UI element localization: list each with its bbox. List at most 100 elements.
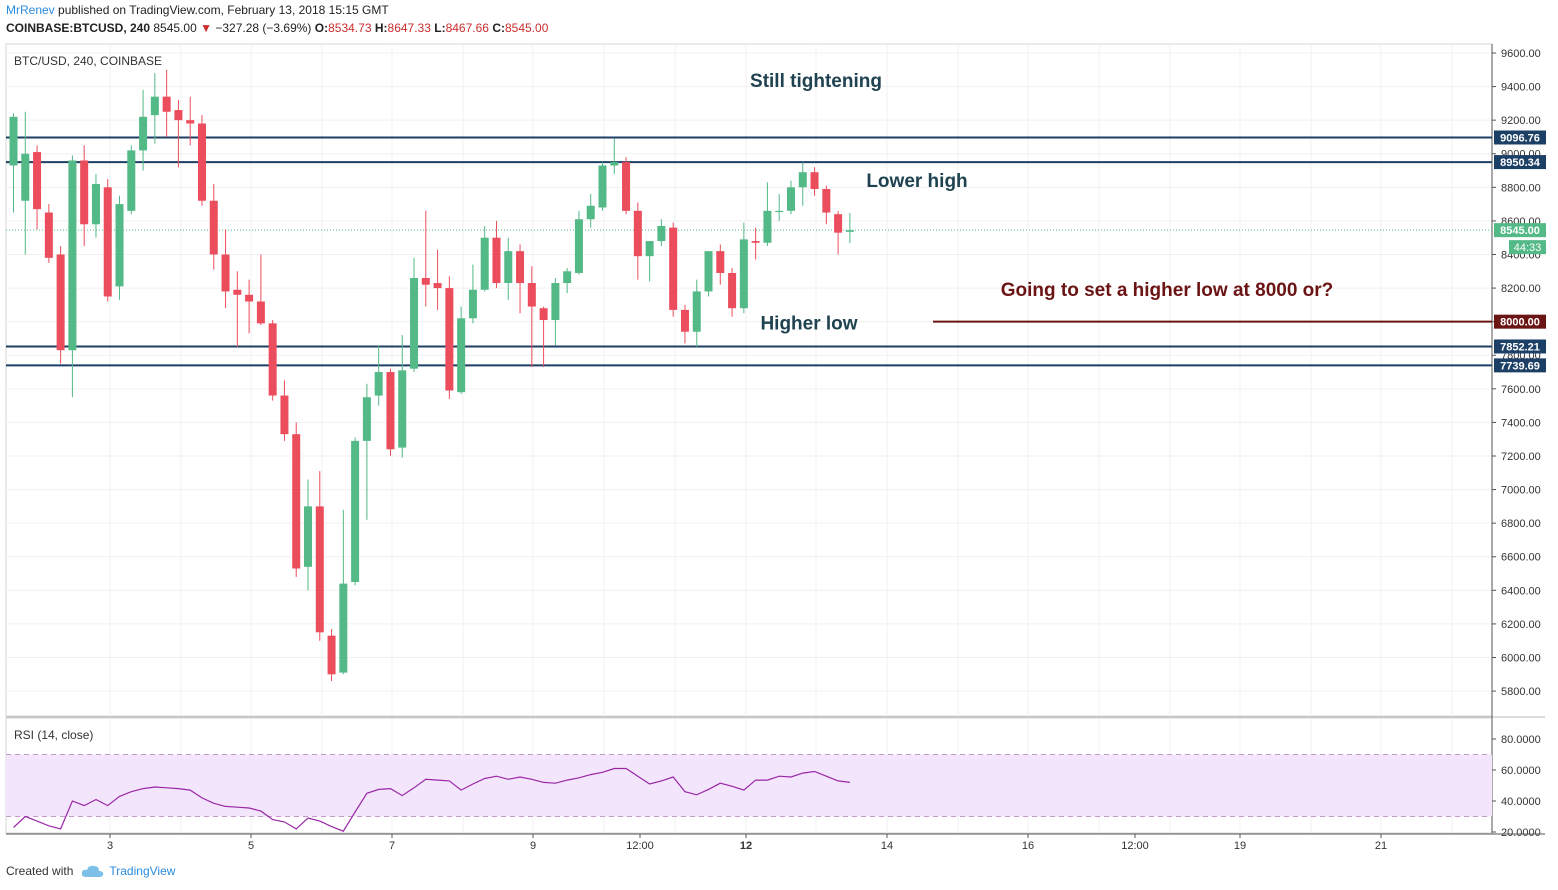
candle-body[interactable] [433, 283, 442, 289]
low-value: 8467.66 [445, 21, 489, 35]
candle-body[interactable] [657, 225, 666, 242]
candle-body[interactable] [33, 152, 42, 210]
candle-body[interactable] [268, 323, 277, 396]
tradingview-brand: TradingView [109, 864, 176, 878]
candle-body[interactable] [327, 635, 336, 675]
candle-body[interactable] [21, 153, 30, 201]
candle-body[interactable] [339, 583, 348, 673]
rsi-tick-label: 40.0000 [1501, 796, 1541, 808]
candle-body[interactable] [704, 251, 713, 292]
candle-body[interactable] [834, 214, 843, 233]
candle-body[interactable] [315, 506, 324, 633]
price-tick-label: 5800.00 [1501, 686, 1541, 698]
price-label-text: 8950.34 [1500, 157, 1541, 169]
footer: Created with TradingView [6, 864, 175, 878]
candle-body[interactable] [186, 120, 195, 124]
candle-body[interactable] [221, 254, 230, 292]
candle-body[interactable] [492, 237, 501, 284]
candle-body[interactable] [633, 210, 642, 257]
price-tick-label: 9600.00 [1501, 48, 1541, 60]
candle-body[interactable] [127, 150, 136, 211]
candle-body[interactable] [680, 309, 689, 332]
candle-body[interactable] [457, 318, 466, 393]
candle-body[interactable] [551, 283, 560, 320]
candle-body[interactable] [150, 96, 159, 116]
chart-annotation: Going to set a higher low at 8000 or? [1001, 280, 1334, 301]
price-tick-label: 6800.00 [1501, 518, 1541, 530]
candle-body[interactable] [162, 96, 171, 112]
candle-body[interactable] [798, 172, 807, 188]
candle-body[interactable] [586, 205, 595, 220]
time-tick-label: 12:00 [626, 840, 654, 852]
candle-body[interactable] [80, 160, 89, 225]
time-tick-label: 9 [530, 840, 536, 852]
candle-body[interactable] [256, 301, 265, 324]
candle-body[interactable] [445, 288, 454, 391]
last-price: 8545.00 [153, 21, 197, 35]
candle-body[interactable] [374, 372, 383, 396]
candle-body[interactable] [692, 291, 701, 332]
price-change: −327.28 (−3.69%) [215, 21, 312, 35]
candle-body[interactable] [504, 251, 513, 284]
price-tick-label: 8800.00 [1501, 182, 1541, 194]
candle-body[interactable] [845, 230, 854, 232]
candle-body[interactable] [421, 278, 430, 285]
candle-body[interactable] [91, 183, 100, 225]
candle-body[interactable] [810, 172, 819, 190]
candle-body[interactable] [233, 289, 242, 295]
candle-body[interactable] [539, 308, 548, 320]
candle-body[interactable] [516, 251, 525, 284]
candle-body[interactable] [115, 204, 124, 287]
candle-body[interactable] [610, 162, 619, 166]
candle-body[interactable] [68, 160, 77, 351]
candle-body[interactable] [775, 210, 784, 213]
candle-body[interactable] [468, 289, 477, 319]
symbol-name: COINBASE:BTCUSD, 240 [6, 21, 151, 35]
time-tick-label: 19 [1234, 840, 1246, 852]
candle-body[interactable] [292, 434, 301, 569]
candle-body[interactable] [362, 397, 371, 441]
countdown-text: 44:33 [1514, 242, 1542, 254]
candle-body[interactable] [386, 372, 395, 450]
candle-body[interactable] [645, 241, 654, 257]
candle-body[interactable] [739, 239, 748, 309]
candle-body[interactable] [139, 116, 148, 151]
candle-body[interactable] [174, 110, 183, 121]
candle-body[interactable] [56, 254, 65, 351]
close-value: 8545.00 [504, 21, 549, 35]
candle-body[interactable] [574, 219, 583, 273]
candle-body[interactable] [103, 187, 112, 297]
candle-body[interactable] [209, 200, 218, 255]
rsi-line[interactable] [13, 767, 850, 832]
candle-body[interactable] [280, 395, 289, 435]
open-value: 8534.73 [328, 21, 372, 35]
candle-body[interactable] [9, 116, 18, 166]
rsi-title: RSI (14, close) [14, 728, 93, 742]
candle-body[interactable] [44, 212, 53, 258]
tradingview-link[interactable]: TradingView [81, 864, 175, 878]
candle-body[interactable] [786, 187, 795, 211]
price-tick-label: 6600.00 [1501, 552, 1541, 564]
author-link[interactable]: MrRenev [6, 3, 55, 17]
candle-body[interactable] [351, 440, 360, 582]
candle-body[interactable] [197, 123, 206, 201]
candle-body[interactable] [398, 370, 407, 448]
down-arrow-icon: ▼ [200, 21, 212, 35]
candle-body[interactable] [622, 162, 631, 211]
price-pane[interactable] [5, 43, 1493, 717]
candle-body[interactable] [563, 271, 572, 284]
candle-body[interactable] [598, 165, 607, 208]
candle-body[interactable] [410, 278, 419, 369]
chart-annotation: Lower high [866, 171, 967, 192]
candle-body[interactable] [716, 251, 725, 273]
candle-body[interactable] [245, 294, 254, 302]
candle-body[interactable] [728, 272, 737, 309]
candle-body[interactable] [751, 241, 760, 243]
candle-body[interactable] [480, 237, 489, 290]
candle-body[interactable] [669, 227, 678, 310]
candle-body[interactable] [527, 283, 536, 307]
candle-body[interactable] [822, 189, 831, 213]
candle-body[interactable] [304, 506, 312, 567]
candle-body[interactable] [763, 210, 772, 243]
